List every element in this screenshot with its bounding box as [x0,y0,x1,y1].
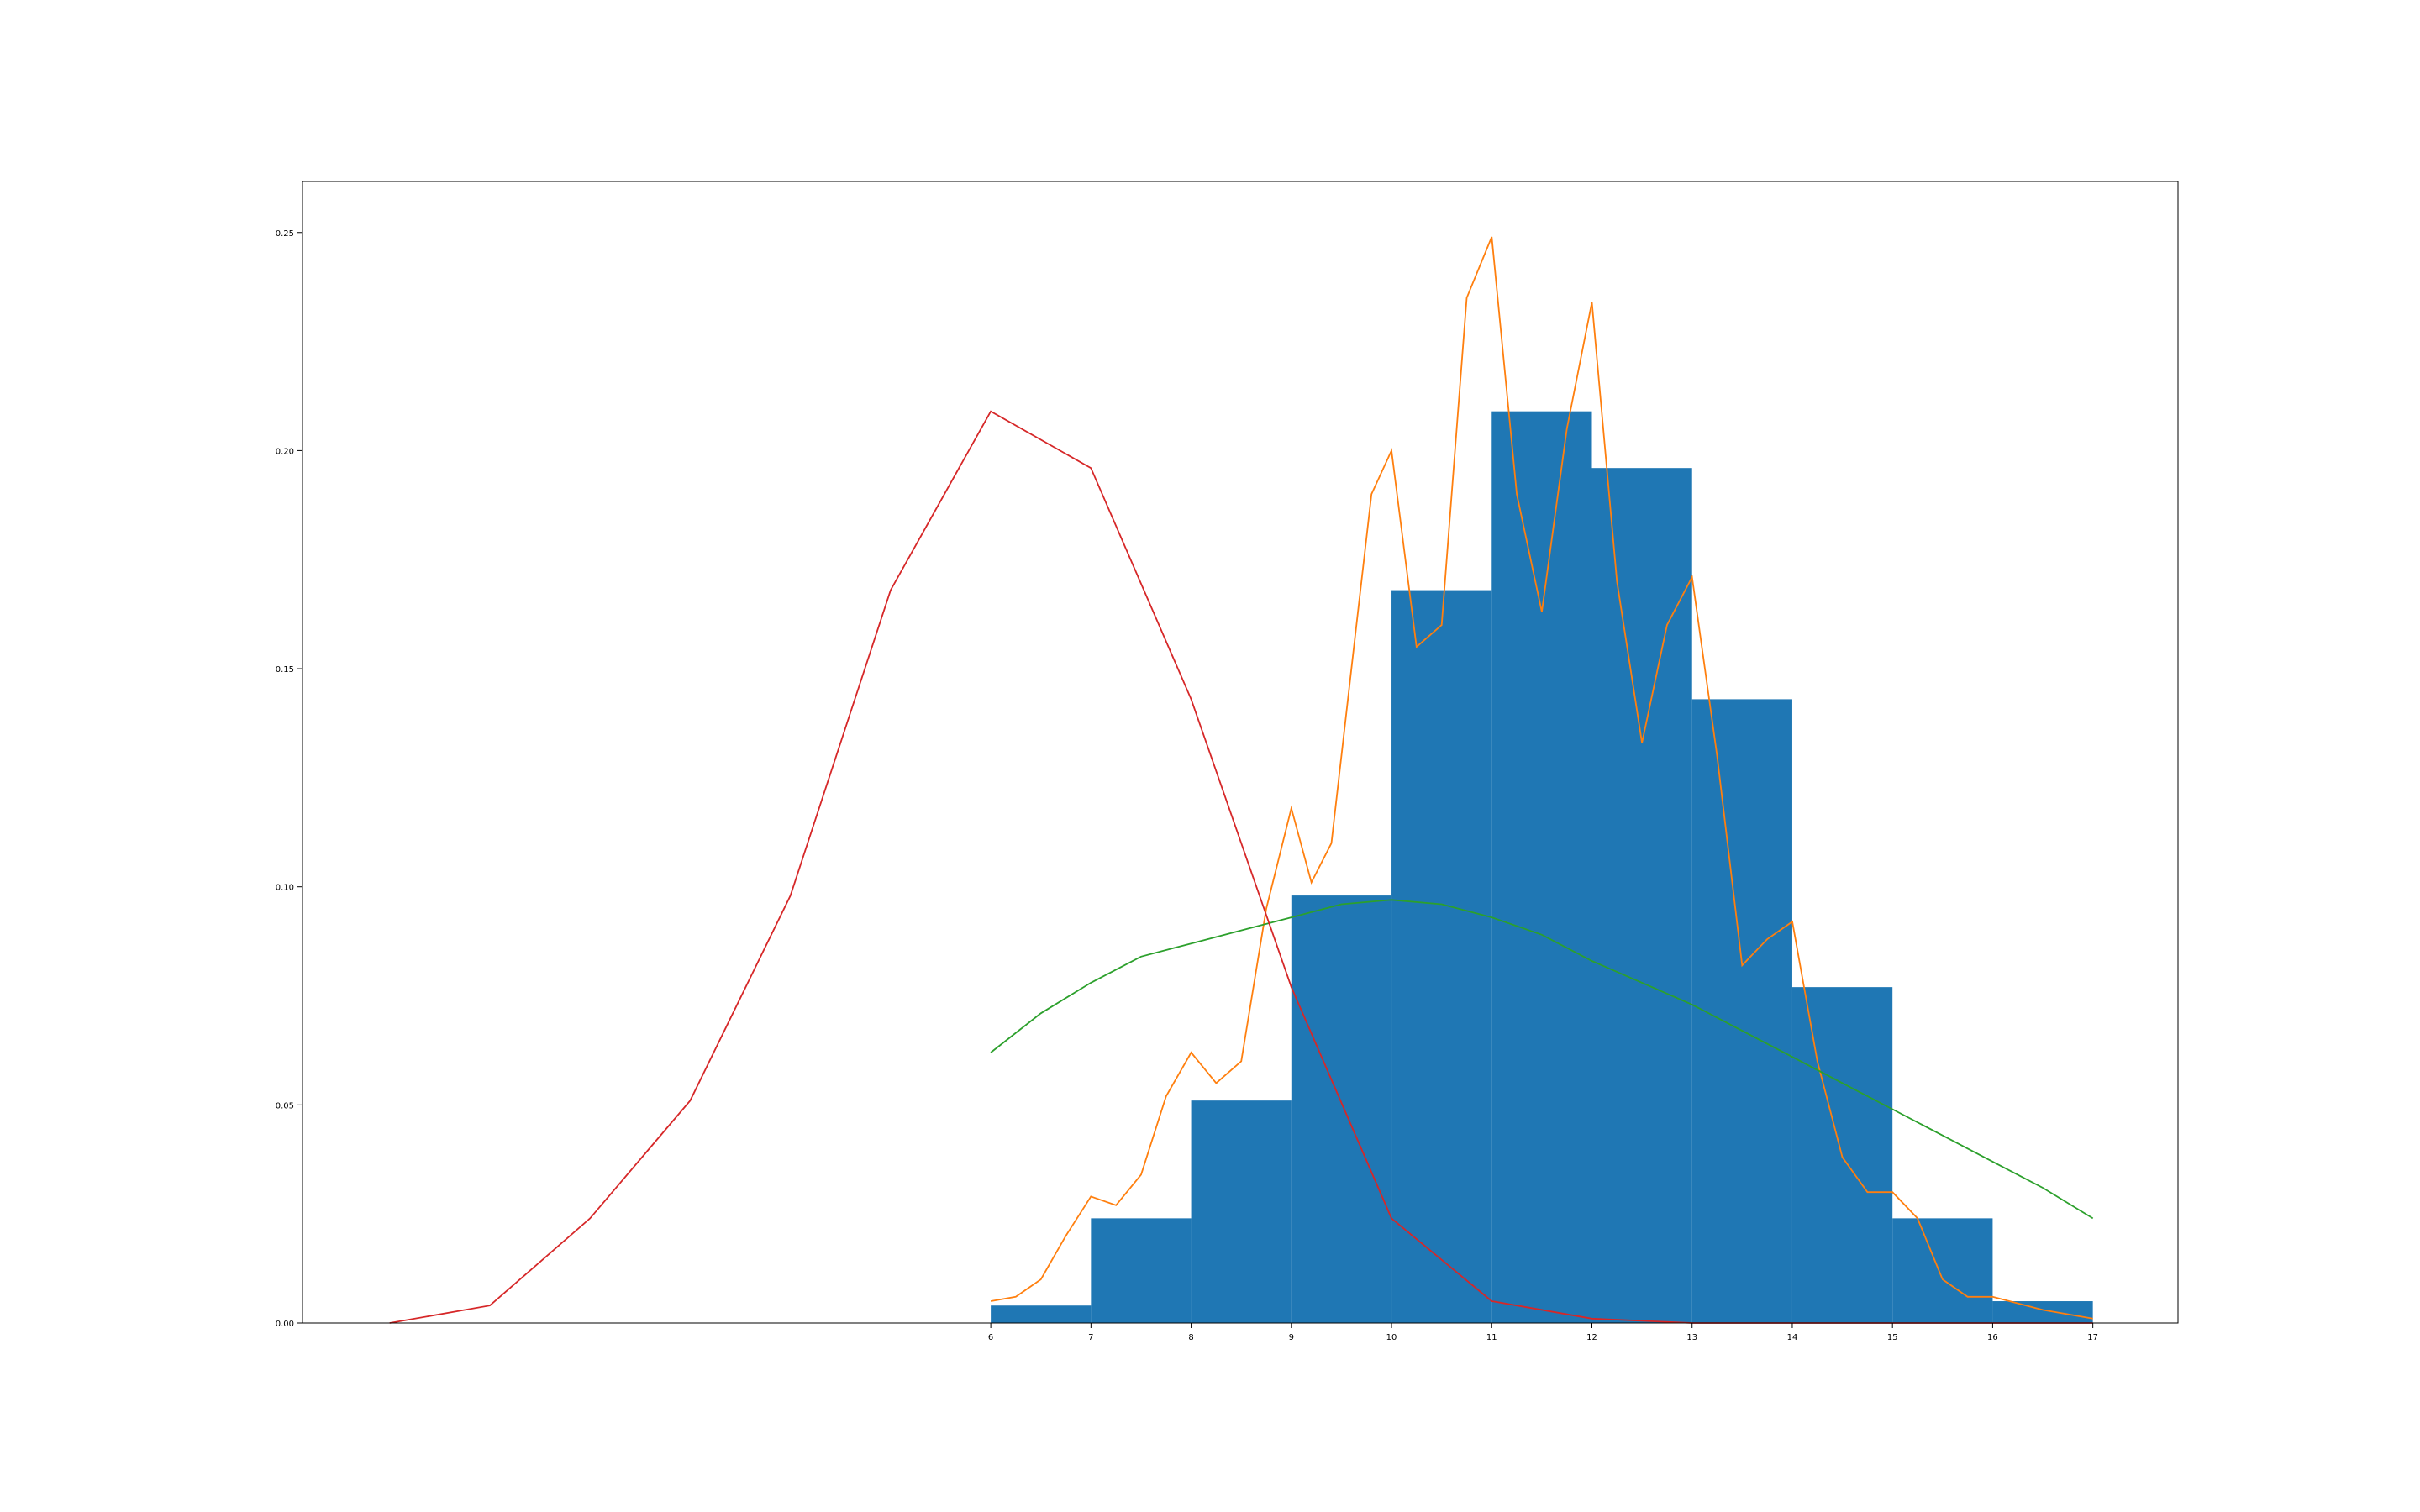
histogram-bar [1491,411,1592,1324]
x-tick-label: 15 [1887,1333,1898,1342]
y-tick-label: 0.05 [276,1101,294,1110]
x-tick-label: 7 [1088,1333,1093,1342]
histogram-bar [1691,699,1792,1323]
y-tick-label: 0.00 [276,1320,294,1329]
y-axis: 0.00 0.05 0.10 0.15 0.20 0.25 [276,229,302,1329]
histogram-bar [1992,1301,2093,1323]
histogram-bar [1191,1100,1292,1323]
y-tick-label: 0.20 [276,447,294,456]
y-tick-label: 0.25 [276,229,294,239]
x-tick-label: 13 [1686,1333,1697,1342]
x-tick-label: 6 [988,1333,993,1342]
histogram-bar [1291,895,1392,1323]
series-line-1 [990,899,2094,1220]
x-tick-label: 11 [1486,1333,1497,1342]
x-tick-label: 9 [1289,1333,1294,1342]
y-tick-label: 0.15 [276,665,294,675]
x-tick-label: 17 [2087,1333,2098,1342]
x-tick-label: 8 [1188,1333,1193,1342]
x-tick-label: 14 [1787,1333,1798,1342]
histogram-bar [1091,1218,1192,1323]
x-axis: 6 7 8 9 10 11 12 13 14 15 16 17 [988,1323,2098,1342]
x-tick-label: 12 [1586,1333,1597,1342]
histogram-bar [1892,1218,1993,1323]
x-tick-label: 16 [1987,1333,1998,1342]
histogram-bar [1591,468,1692,1323]
axes-frame [302,181,2179,1324]
histogram-bars [991,411,2093,1324]
plot-area [302,181,2179,1324]
y-tick-label: 0.10 [276,884,294,893]
histogram-bar [991,1305,1092,1323]
series-line-0 [990,236,2093,1320]
histogram-bar [1392,590,1492,1323]
x-tick-label: 10 [1386,1333,1397,1342]
